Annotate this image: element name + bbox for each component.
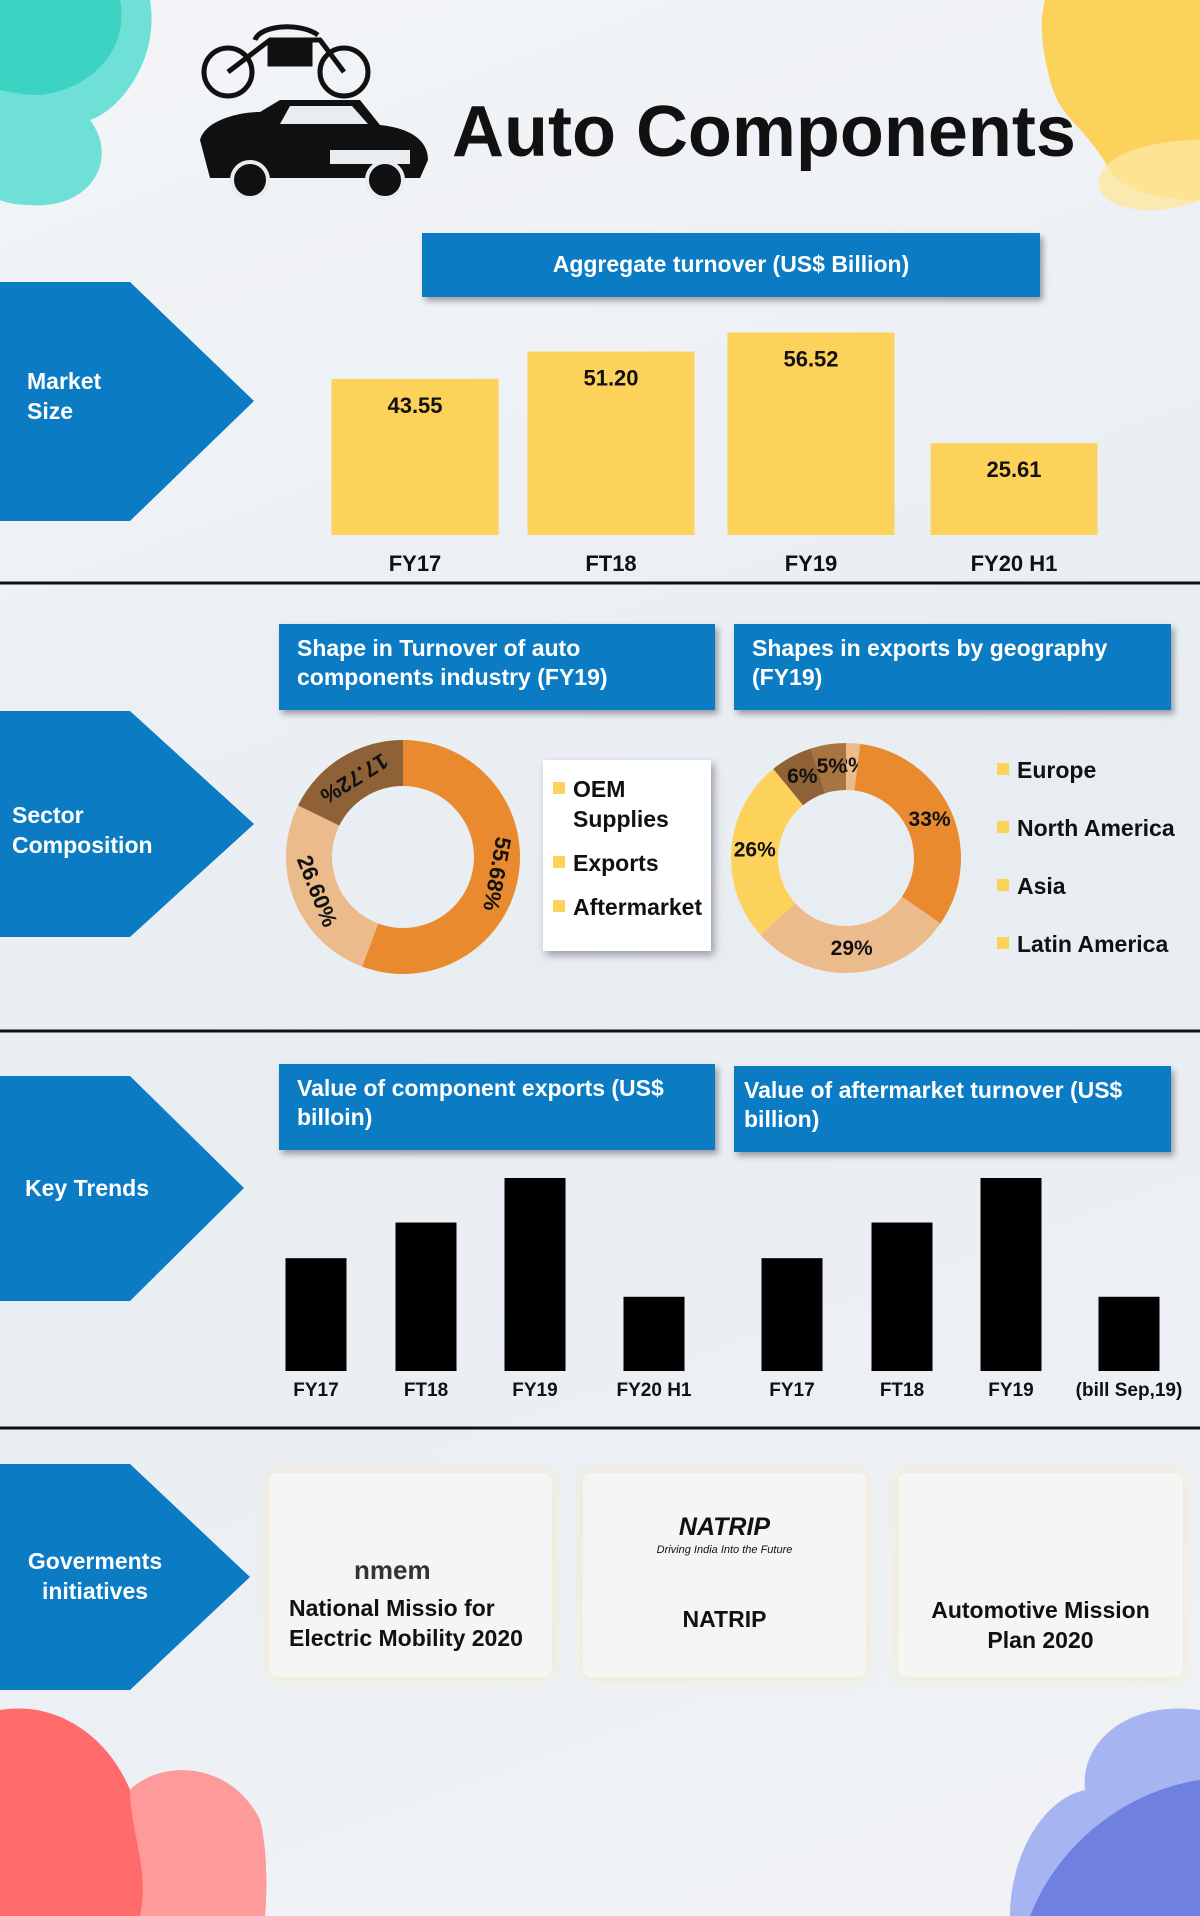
chart-title: Shape in Turnover of auto components ind… [279,624,715,710]
blob [130,1770,267,1916]
legend: Europe North America Asia Latin America [997,755,1197,987]
x-tick-label: FY17 [389,551,442,576]
x-tick-label: FT18 [585,551,636,576]
section-label: Sector Composition [12,802,153,858]
bar [980,1178,1042,1371]
bar [285,1258,347,1371]
legend-item: Exports [553,848,703,878]
section-arrows [0,282,254,1690]
x-tick-label: FY20 H1 [971,551,1058,576]
donut-slice [773,748,826,806]
initiative-card: Automotive Mission Plan 2020 [898,1473,1183,1677]
initiative-card: NATRIP Driving India Into the Future NAT… [583,1473,866,1677]
section-dividers [0,581,1200,1430]
bar [527,351,695,535]
value-label: 25.61 [986,457,1041,482]
donut-slice [846,743,861,791]
bar [871,1222,933,1371]
legend: OEM Supplies Exports Aftermarket [543,760,711,951]
bar [331,378,499,535]
x-tick-label: (bill Sep,19) [1076,1380,1183,1401]
donut-slice [731,768,804,935]
donut-slice [760,896,941,973]
x-tick-label: FY19 [512,1380,557,1401]
donut-slice [854,743,961,924]
donut-slice [362,740,520,975]
x-tick-label: FY19 [785,551,838,576]
slice-label: 5% [817,755,848,778]
slice-label: 6% [787,765,818,788]
bar [504,1178,566,1371]
logo-text: nmem [354,1555,431,1585]
slice-label: 33% [909,808,951,831]
card-label: Automotive Mission Plan 2020 [931,1597,1150,1653]
card-label: National Missio for Electric Mobility 20… [289,1595,523,1651]
x-tick-label: FY20 H1 [617,1380,692,1401]
chart-title: Aggregate turnover (US$ Billion) [422,233,1040,297]
chart-title: Shapes in exports by geography (FY19) [734,624,1171,710]
value-label: 56.52 [783,346,838,371]
bar [395,1222,457,1371]
logo-tagline: Driving India Into the Future [656,1544,793,1556]
chart-title: Value of component exports (US$ billoin) [279,1064,715,1150]
donut-slice [810,743,846,794]
donut-slice [285,805,379,967]
legend-item: Aftermarket [553,894,703,920]
legend-item: Latin America [997,929,1197,959]
legend-item: OEM Supplies [553,774,703,834]
card-label: NATRIP [682,1606,767,1632]
logo-text: NATRIP [678,1513,771,1541]
car-icon [200,100,428,200]
x-tick-label: FT18 [880,1380,924,1401]
value-label: 51.20 [583,365,638,390]
bar [623,1296,685,1371]
slice-label: 26% [734,838,776,861]
page-title: Auto Components [452,92,1076,172]
bar [930,443,1098,535]
value-label: 43.55 [387,393,442,418]
section-label: Key Trends [25,1175,149,1201]
initiative-card: nmem National Missio for Electric Mobili… [269,1473,552,1677]
legend-item: Asia [997,871,1197,901]
x-tick-label: FT18 [404,1380,448,1401]
legend-item: North America [997,813,1197,843]
donut-slice [298,740,403,826]
blob [0,0,122,95]
motorcycle-icon [201,24,371,99]
x-tick-label: FY17 [769,1380,814,1401]
section-label: Goverments initiatives [27,1548,163,1604]
bar [727,332,895,535]
x-tick-label: FY19 [988,1380,1033,1401]
bar [1098,1296,1160,1371]
x-tick-label: FY17 [293,1380,338,1401]
bar [761,1258,823,1371]
section-label: Market Size [27,368,102,424]
blob [1030,1780,1200,1916]
slice-label: 29% [831,937,873,960]
chart-title: Value of aftermarket turnover (US$ billi… [734,1066,1171,1152]
blob [1098,140,1200,211]
legend-item: Europe [997,755,1197,785]
